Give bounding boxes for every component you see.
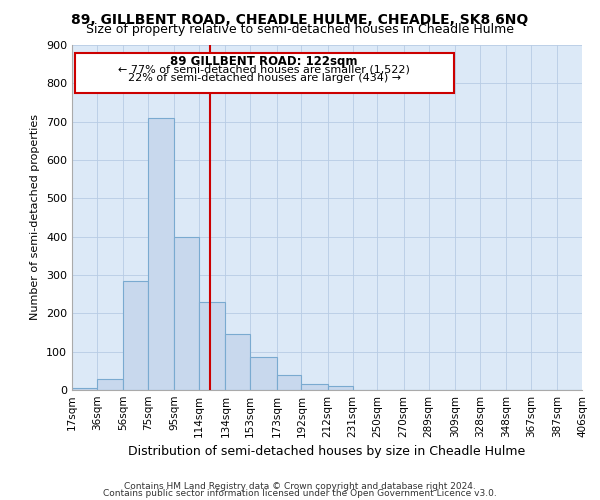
- Bar: [97, 378, 123, 390]
- Bar: [301, 384, 328, 390]
- Text: Contains public sector information licensed under the Open Government Licence v3: Contains public sector information licen…: [103, 490, 497, 498]
- Bar: [123, 281, 148, 390]
- Text: ← 77% of semi-detached houses are smaller (1,522): ← 77% of semi-detached houses are smalle…: [118, 64, 410, 74]
- Text: 89 GILLBENT ROAD: 122sqm: 89 GILLBENT ROAD: 122sqm: [170, 54, 358, 68]
- Bar: [277, 374, 301, 390]
- Y-axis label: Number of semi-detached properties: Number of semi-detached properties: [31, 114, 40, 320]
- Bar: [148, 118, 174, 390]
- Text: Contains HM Land Registry data © Crown copyright and database right 2024.: Contains HM Land Registry data © Crown c…: [124, 482, 476, 491]
- Text: Size of property relative to semi-detached houses in Cheadle Hulme: Size of property relative to semi-detach…: [86, 22, 514, 36]
- Bar: [72, 388, 97, 390]
- Text: 22% of semi-detached houses are larger (434) →: 22% of semi-detached houses are larger (…: [128, 72, 401, 83]
- FancyBboxPatch shape: [74, 54, 454, 93]
- Bar: [226, 334, 250, 390]
- Bar: [199, 302, 226, 390]
- X-axis label: Distribution of semi-detached houses by size in Cheadle Hulme: Distribution of semi-detached houses by …: [128, 446, 526, 458]
- Bar: [174, 236, 199, 390]
- Bar: [250, 358, 277, 390]
- Bar: [328, 386, 353, 390]
- Text: 89, GILLBENT ROAD, CHEADLE HULME, CHEADLE, SK8 6NQ: 89, GILLBENT ROAD, CHEADLE HULME, CHEADL…: [71, 12, 529, 26]
